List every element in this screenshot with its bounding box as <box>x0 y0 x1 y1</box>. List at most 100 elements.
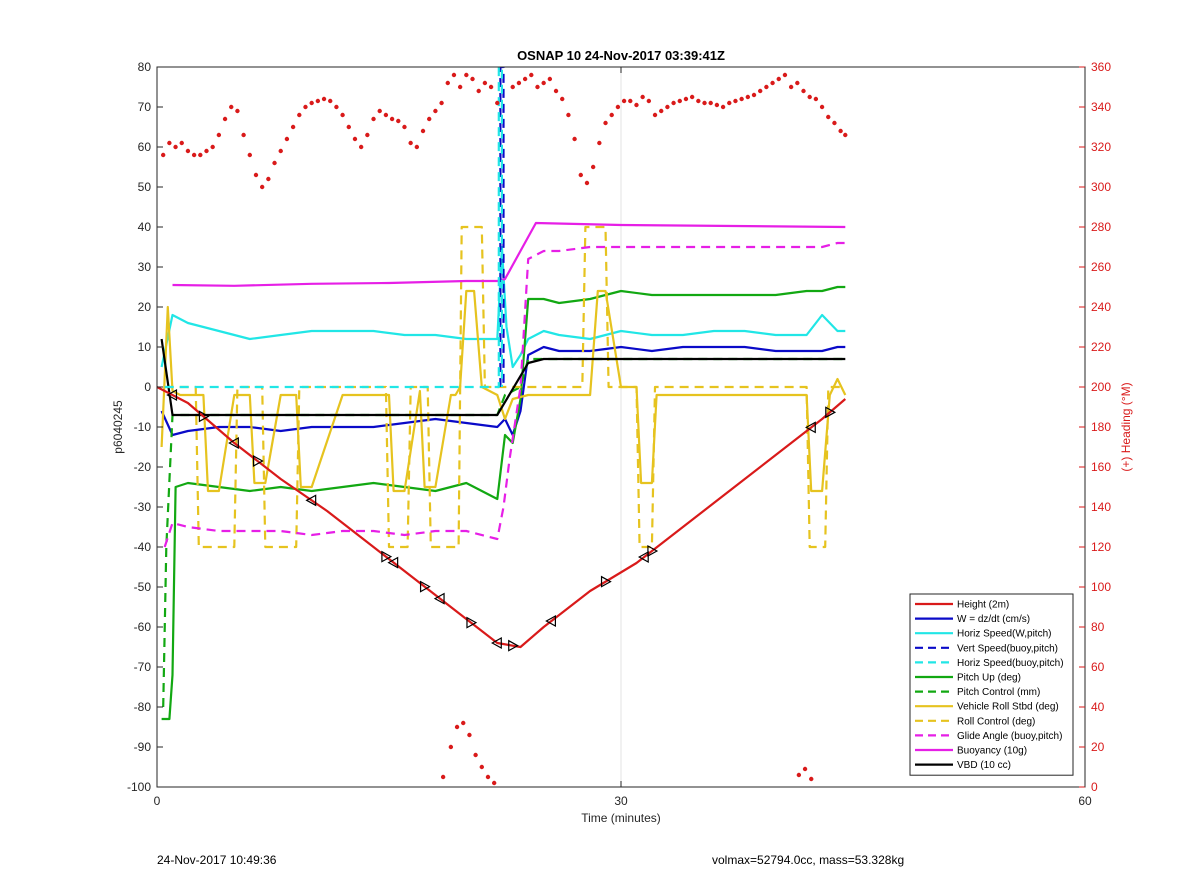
heading-point <box>247 152 252 158</box>
depth-marker <box>545 614 557 628</box>
heading-point <box>204 148 209 154</box>
heading-point <box>621 98 627 104</box>
heading-point <box>764 84 769 90</box>
heading-point <box>259 184 265 190</box>
legend-entry: Buoyancy (10g) <box>957 746 1027 757</box>
heading-point <box>297 112 302 118</box>
y2-tick-label: 260 <box>1091 260 1111 274</box>
y-axis-label: p6040245 <box>111 400 125 454</box>
legend-box <box>909 593 1074 776</box>
depth-marker <box>647 544 659 558</box>
heading-point <box>488 84 494 90</box>
x-tick-label: 0 <box>154 794 161 808</box>
y2-tick-label: 160 <box>1091 460 1111 474</box>
heading-point <box>290 124 296 130</box>
heading-point <box>566 112 571 118</box>
heading-point <box>210 144 215 150</box>
y-tick-label: -50 <box>134 580 152 594</box>
x-tick-label: 30 <box>614 794 628 808</box>
legend-entry: Pitch Control (mm) <box>957 687 1040 698</box>
heading-point <box>358 144 364 150</box>
heading-point <box>801 88 806 94</box>
y2-tick-label: 360 <box>1091 60 1111 74</box>
heading-point <box>659 108 664 114</box>
legend-entry: Height (2m) <box>957 600 1009 611</box>
y-tick-label: -70 <box>134 660 152 674</box>
heading-point <box>745 94 751 100</box>
y-tick-label: 0 <box>144 380 151 394</box>
heading-point <box>160 152 166 158</box>
heading-point <box>628 98 633 104</box>
heading-point <box>646 98 652 104</box>
heading-point <box>352 136 358 142</box>
heading-point <box>541 80 546 86</box>
heading-point <box>346 124 351 130</box>
heading-point <box>315 98 321 104</box>
heading-point <box>427 116 432 122</box>
heading-point <box>448 744 454 750</box>
depth-marker <box>466 616 478 629</box>
heading-point <box>819 104 825 110</box>
heading-point <box>476 88 481 94</box>
legend-entry: Roll Control (deg) <box>957 716 1035 727</box>
heading-point <box>522 76 528 82</box>
y-tick-label: 70 <box>138 100 152 114</box>
depth-marker <box>198 410 210 423</box>
heading-point <box>420 128 426 134</box>
y-tick-label: 10 <box>138 340 152 354</box>
y2-tick-label: 340 <box>1091 100 1111 114</box>
heading-point <box>198 152 203 158</box>
series-vehicle-roll-stbd-deg <box>160 289 847 493</box>
series-glide-angle-buoy-pitch <box>163 241 846 548</box>
heading-point <box>802 766 808 772</box>
heading-point <box>689 94 695 100</box>
depth-marker <box>491 636 502 650</box>
series-vbd-10-cc <box>160 338 846 417</box>
y2-tick-label: 300 <box>1091 180 1111 194</box>
heading-point <box>714 102 720 108</box>
heading-point <box>739 96 744 102</box>
heading-point <box>832 120 837 126</box>
heading-point <box>433 108 438 114</box>
heading-point <box>266 176 271 182</box>
heading-point <box>272 160 277 166</box>
heading-point <box>776 76 781 82</box>
heading-point <box>733 98 738 104</box>
heading-point <box>309 100 314 106</box>
heading-point <box>408 140 413 146</box>
heading-point <box>440 774 446 780</box>
heading-point <box>584 180 590 186</box>
depth-marker <box>305 494 317 507</box>
heading-point <box>278 148 283 154</box>
heading-point <box>491 780 497 786</box>
series-lines <box>157 67 848 786</box>
legend: Height (2m) W = dz/dt (cm/s) Horiz Speed(W… <box>909 593 1074 776</box>
depth-marker <box>600 575 612 588</box>
heading-point <box>191 152 197 158</box>
triangle-markers <box>166 388 837 652</box>
heading-point <box>813 96 819 102</box>
heading-point <box>185 148 191 154</box>
legend-entry: Vehicle Roll Stbd (deg) <box>957 702 1059 713</box>
depth-marker <box>381 550 393 563</box>
heading-point <box>328 98 333 104</box>
y2-tick-label: 60 <box>1091 660 1105 674</box>
heading-point <box>603 120 608 126</box>
heading-point <box>461 720 466 726</box>
y2-axis-label: (+) Heading (°M) <box>1119 382 1133 471</box>
y-tick-label: -30 <box>134 500 152 514</box>
x-ticks: 0 30 60 <box>154 67 1092 808</box>
y2-tick-label: 40 <box>1091 700 1105 714</box>
right-y-ticks: 0 20 40 60 80 100 120 140 160 180 200 220 240 260 280 3… <box>1079 60 1111 794</box>
legend-entry: Horiz Speed(buoy,pitch) <box>957 658 1064 669</box>
heading-point <box>510 84 515 90</box>
heading-point <box>751 92 757 98</box>
series-horiz-speed-w-pitch <box>160 245 846 369</box>
heading-point <box>609 112 614 118</box>
heading-point <box>702 100 707 106</box>
heading-point <box>389 116 395 122</box>
heading-point <box>796 772 802 778</box>
y2-tick-label: 20 <box>1091 740 1105 754</box>
x-axis-label: Time (minutes) <box>581 811 661 825</box>
